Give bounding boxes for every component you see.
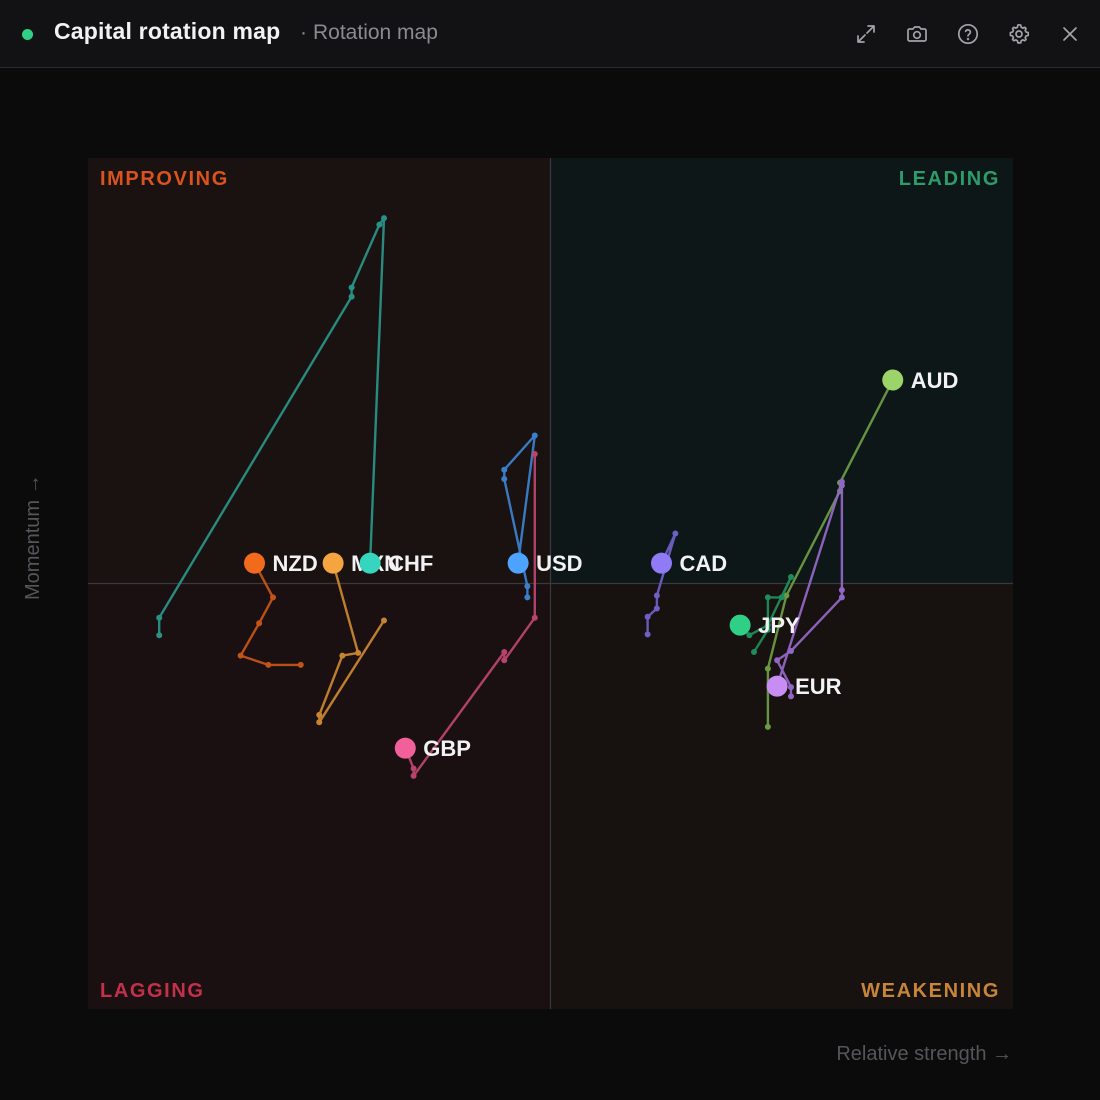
trail-point-mxn-1: [316, 719, 323, 726]
trail-point-usd-3: [501, 466, 508, 473]
trail-aud: [766, 378, 894, 729]
close-icon: [1063, 27, 1077, 41]
trail-point-chf-2: [348, 293, 355, 300]
camera-icon: [907, 26, 927, 42]
trail-nzd: [239, 561, 302, 667]
y-axis-label: Momentum →: [22, 474, 44, 600]
trail-point-gbp-5: [410, 765, 417, 772]
head-point-aud: [882, 369, 904, 391]
gear-icon: [1009, 23, 1030, 44]
trail-point-jpy-2: [764, 594, 771, 601]
trail-point-jpy-3: [778, 594, 785, 601]
trail-point-nzd-0: [297, 661, 304, 668]
trail-point-usd-0: [524, 594, 531, 601]
quadrant-label-leading: LEADING: [899, 168, 1000, 190]
trail-point-nzd-2: [237, 652, 244, 659]
settings-button[interactable]: [1005, 20, 1033, 48]
quadrant-label-lagging: LAGGING: [100, 980, 205, 1002]
trail-point-cad-0: [644, 631, 651, 638]
trail-point-usd-1: [524, 583, 531, 590]
trail-point-eur-4: [838, 594, 845, 601]
quadrant-label-weakening: WEAKENING: [861, 980, 1000, 1002]
quadrant-improving: [88, 158, 551, 584]
trail-point-jpy-1: [764, 626, 771, 633]
trail-point-mxn-0: [381, 617, 387, 624]
help-button[interactable]: [954, 20, 982, 48]
trail-point-jpy-5: [764, 622, 771, 629]
trail-point-aud-2: [783, 592, 790, 599]
trail-point-gbp-0: [531, 451, 538, 457]
series-label-usd: USD: [536, 551, 582, 576]
trail-point-eur-5: [838, 586, 845, 593]
trail-point-cad-3: [653, 592, 660, 599]
trail-point-chf-3: [348, 284, 355, 291]
head-point-nzd: [244, 552, 265, 574]
series-label-nzd: NZD: [273, 551, 318, 576]
close-button[interactable]: [1056, 20, 1084, 48]
quadrant-lagging: [88, 583, 551, 1009]
trail-point-mxn-2: [316, 711, 323, 718]
subtitle-separator: ·: [300, 21, 307, 44]
head-point-gbp: [394, 737, 416, 759]
quadrant-label-improving: IMPROVING: [100, 168, 229, 190]
trail-point-aud-1: [764, 665, 771, 672]
screenshot-button[interactable]: [903, 20, 931, 48]
trail-point-eur-1: [788, 684, 794, 691]
subtitle-text: Rotation map: [313, 21, 438, 44]
help-icon: [957, 23, 979, 45]
trail-point-eur-3: [788, 648, 794, 655]
expand-icon: [857, 25, 875, 43]
trail-point-eur-0: [788, 693, 794, 700]
trail-point-eur-2: [774, 657, 781, 664]
series-label-gbp: GBP: [423, 736, 471, 761]
series-label-chf: CHF: [388, 551, 433, 576]
series-label-cad: CAD: [680, 551, 728, 576]
trail-point-usd-4: [531, 432, 538, 439]
x-axis-label: Relative strength →: [836, 1043, 1012, 1065]
series-label-aud: AUD: [911, 368, 959, 393]
trail-point-nzd-1: [265, 661, 272, 668]
head-point-cad: [651, 552, 672, 574]
trail-point-jpy-0: [751, 648, 757, 655]
window-subtitle: · Rotation map: [300, 21, 438, 45]
trail-point-usd-2: [501, 475, 508, 482]
trail-point-cad-2: [653, 605, 660, 612]
head-point-jpy: [729, 614, 751, 636]
trail-point-jpy-6: [746, 632, 753, 639]
trail-point-eur-7: [838, 478, 845, 485]
trail-point-nzd-3: [256, 620, 263, 627]
head-point-chf: [359, 552, 381, 574]
series-label-jpy: JPY: [758, 613, 800, 638]
title-bar: Capital rotation map · Rotation map: [0, 0, 1100, 68]
window-title: Capital rotation map: [54, 18, 281, 44]
trail-point-chf-4: [376, 221, 383, 228]
trail-point-cad-1: [644, 613, 651, 620]
trail-point-aud-0: [764, 723, 771, 730]
status-dot: [22, 29, 33, 40]
trail-point-chf-0: [156, 632, 163, 639]
quadrant-leading: [550, 158, 1013, 584]
trail-point-jpy-4: [788, 574, 794, 581]
trail-point-nzd-4: [270, 594, 276, 601]
head-point-mxn: [322, 552, 344, 574]
trail-point-cad-4: [672, 530, 679, 537]
head-point-eur: [766, 675, 788, 697]
trail-point-chf-5: [381, 215, 387, 222]
trail-point-chf-1: [156, 614, 163, 621]
trail-point-mxn-4: [355, 649, 362, 656]
trail-point-gbp-3: [501, 648, 508, 655]
expand-button[interactable]: [852, 20, 880, 48]
series-label-eur: EUR: [795, 674, 842, 699]
trail-point-gbp-4: [410, 772, 417, 779]
trail-point-gbp-1: [531, 614, 538, 621]
trail-point-mxn-3: [339, 652, 346, 659]
head-point-usd: [507, 552, 529, 574]
trail-mxn: [318, 561, 386, 724]
trail-point-gbp-2: [501, 657, 508, 664]
quadrant-weakening: [550, 583, 1013, 1009]
